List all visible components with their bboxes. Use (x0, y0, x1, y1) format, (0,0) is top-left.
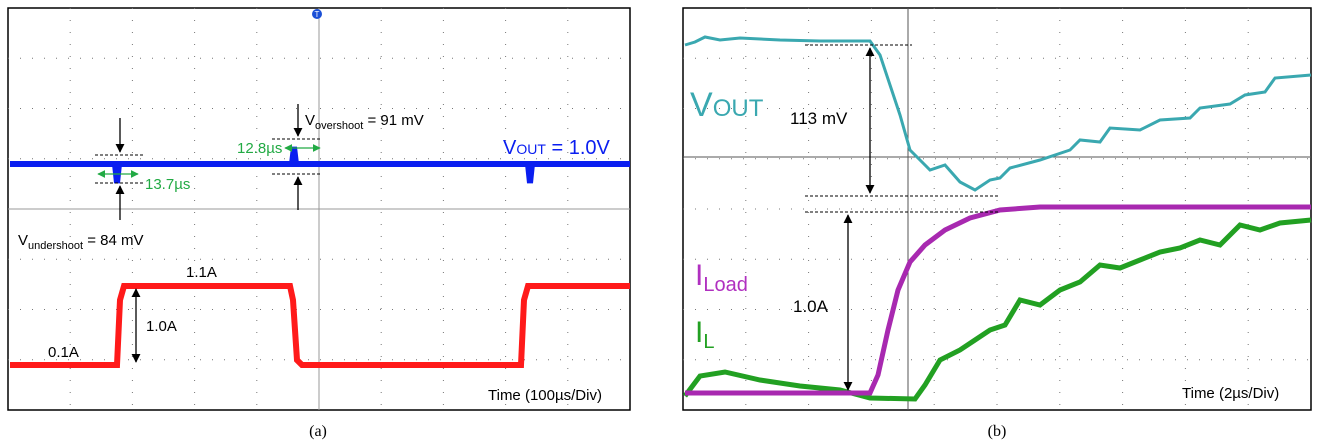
high-level: 1.1A (186, 264, 217, 281)
panel-a: T Vovershoot = 91 mV Vundershoot = 84 mV… (8, 8, 630, 410)
panel-b: VOUT 113 mV 1.0A ILoad IL Time (2µs/Div) (683, 8, 1311, 410)
undershoot-width: 13.7µs (145, 176, 190, 193)
caption: (a) (309, 423, 327, 440)
step-label: 1.0A (146, 318, 177, 335)
time-base: Time (100µs/Div) (488, 387, 602, 404)
caption: (b) (988, 423, 1007, 440)
figure: T Vovershoot = 91 mV Vundershoot = 84 mV… (0, 0, 1319, 440)
time-base: Time (2µs/Div) (1182, 385, 1279, 402)
step-label: 1.0A (793, 297, 829, 316)
low-level: 0.1A (48, 344, 79, 361)
dip-label: 113 mV (790, 109, 848, 128)
vout-label: VOUT = 1.0V (503, 137, 611, 159)
overshoot-width: 12.8µs (237, 140, 282, 157)
trigger-label: T (315, 10, 320, 19)
